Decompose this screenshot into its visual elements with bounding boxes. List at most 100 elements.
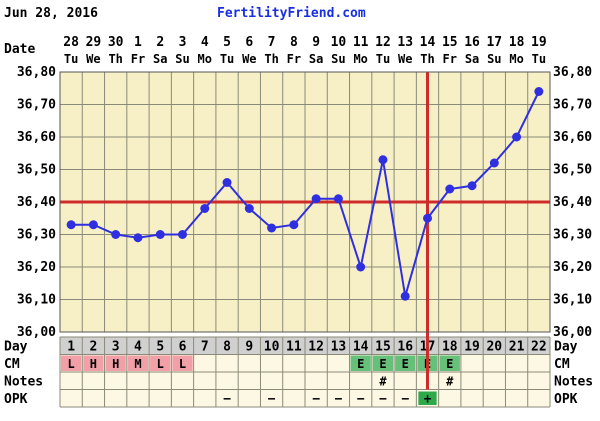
weekday-label: Fr [131, 52, 145, 66]
y-tick-label-right: 36,30 [553, 228, 592, 243]
weekday-label: Tu [64, 52, 78, 66]
cm-cell [105, 355, 126, 371]
note-marker: # [379, 375, 387, 389]
day-number: 6 [179, 340, 187, 355]
temperature-point [378, 155, 388, 165]
date-label: 14 [420, 35, 436, 50]
opk-value: − [379, 392, 387, 407]
y-tick-label-right: 36,20 [553, 260, 592, 275]
opk-value: − [334, 392, 342, 407]
temperature-line [71, 91, 540, 297]
temperature-point [66, 220, 76, 230]
temperature-point [423, 213, 432, 223]
date-label: 5 [223, 35, 231, 50]
y-tick-label-left: 36,80 [17, 65, 56, 80]
row-label-right: OPK [554, 392, 578, 407]
weekday-label: Fr [287, 52, 301, 66]
chart-date: Jun 28, 2016 [4, 6, 98, 21]
cm-cell [350, 355, 371, 371]
date-label: 28 [63, 35, 79, 50]
temperature-point [111, 230, 121, 239]
weekday-label: We [398, 52, 412, 66]
weekday-label: Th [108, 52, 122, 66]
date-label: 9 [312, 35, 320, 50]
cm-cell [83, 355, 104, 371]
row-label-left: CM [4, 357, 20, 372]
opk-positive-cell [418, 391, 437, 405]
y-tick-label-left: 36,60 [17, 130, 56, 145]
cm-value: E [446, 357, 453, 371]
cm-value: L [179, 357, 186, 371]
opk-value: − [223, 392, 231, 407]
cm-value: M [134, 357, 141, 371]
weekday-label: Sa [153, 52, 167, 66]
y-tick-label-left: 36,20 [17, 260, 56, 275]
row-label-right: CM [554, 357, 570, 372]
y-tick-label-left: 36,30 [17, 228, 56, 243]
weekday-label: Mo [509, 52, 523, 66]
opk-value: − [357, 392, 365, 407]
day-number: 11 [286, 340, 302, 355]
date-label: 11 [353, 35, 369, 50]
date-label: 3 [179, 35, 187, 50]
cm-cell [372, 355, 394, 371]
y-tick-label-left: 36,50 [17, 163, 56, 178]
temperature-point [88, 220, 98, 230]
date-label: 8 [290, 35, 298, 50]
temperature-point [333, 194, 343, 204]
y-tick-label-right: 36,60 [553, 130, 592, 145]
day-number: 5 [156, 340, 164, 355]
cm-cell [61, 355, 82, 371]
day-number: 16 [397, 340, 413, 355]
cm-cell [395, 355, 416, 371]
temperature-point [445, 184, 455, 194]
date-label: 18 [509, 35, 525, 50]
note-marker: # [446, 375, 454, 389]
day-number: 8 [223, 340, 231, 355]
day-number: 18 [442, 340, 458, 355]
row-label-right: Day [554, 340, 578, 355]
opk-value: − [312, 392, 320, 407]
cm-cell [127, 355, 149, 371]
y-tick-label-right: 36,00 [553, 325, 592, 340]
brand-link[interactable]: FertilityFriend.com [217, 6, 366, 21]
cm-cell [150, 355, 171, 371]
weekday-label: Tu [376, 52, 390, 66]
cm-value: L [157, 357, 164, 371]
weekday-label: Su [175, 52, 189, 66]
weekday-label: Mo [198, 52, 212, 66]
y-tick-label-right: 36,40 [553, 195, 592, 210]
day-number: 20 [486, 340, 502, 355]
day-number: 3 [112, 340, 120, 355]
temperature-point [289, 220, 299, 230]
plot-border [59, 71, 551, 333]
cm-value: E [357, 357, 364, 371]
date-label: 12 [375, 35, 391, 50]
y-tick-label-left: 36,70 [17, 98, 56, 113]
cm-value: H [90, 357, 97, 371]
weekday-label: Sa [309, 52, 323, 66]
cm-cell [439, 355, 460, 371]
cm-value: E [402, 357, 409, 371]
temperature-point [311, 194, 321, 204]
temperature-point [534, 87, 544, 96]
row-label-right: Notes [554, 375, 593, 390]
weekday-label: Fr [443, 52, 457, 66]
date-label: 19 [531, 35, 547, 50]
y-tick-label-right: 36,70 [553, 98, 592, 113]
cm-value: E [379, 357, 386, 371]
weekday-label: We [86, 52, 100, 66]
date-axis-label: Date [4, 42, 35, 57]
row-label-left: OPK [4, 392, 28, 407]
opk-value: − [268, 392, 276, 407]
temperature-point [467, 181, 477, 191]
temperature-point [133, 233, 143, 243]
cm-cell [172, 355, 193, 371]
temperature-point [512, 132, 522, 142]
date-label: 15 [442, 35, 458, 50]
temperature-point [222, 178, 232, 187]
day-number: 10 [264, 340, 280, 355]
y-tick-label-left: 36,10 [17, 293, 56, 308]
temperature-point [155, 230, 165, 239]
